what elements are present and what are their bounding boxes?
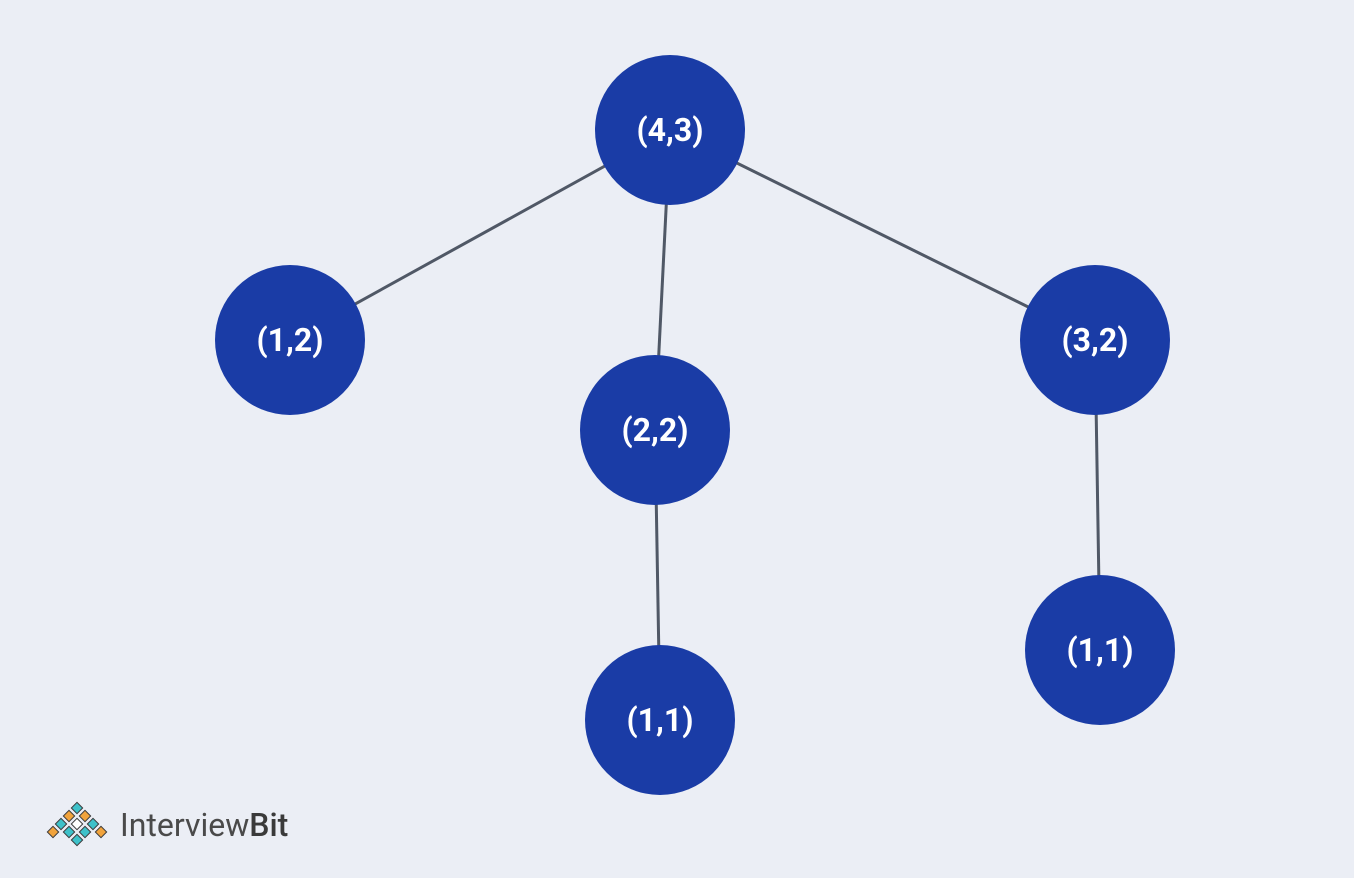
logo-diamond: [95, 826, 106, 837]
tree-node: (3,2): [1020, 265, 1170, 415]
logo-diamond: [79, 810, 90, 821]
tree-node: (4,3): [595, 55, 745, 205]
logo-diamond: [71, 818, 82, 829]
tree-diagram: (4,3) (1,2) (2,2) (3,2) (1,1) (1,1): [0, 0, 1354, 878]
logo-diamond: [63, 810, 74, 821]
tree-node: (2,2): [580, 355, 730, 505]
logo-text: InterviewBit: [120, 806, 288, 844]
logo-text-suffix: Bit: [249, 806, 288, 844]
brand-logo: InterviewBit: [42, 800, 288, 850]
tree-node-label: (1,1): [1066, 631, 1133, 669]
tree-node-label: (3,2): [1061, 321, 1128, 359]
logo-diamond: [87, 818, 98, 829]
logo-icon: [42, 800, 112, 850]
logo-diamond: [55, 818, 66, 829]
tree-node-label: (1,1): [626, 701, 693, 739]
logo-diamond: [47, 826, 58, 837]
logo-diamond: [71, 802, 82, 813]
logo-diamond: [71, 834, 82, 845]
tree-node-label: (1,2): [256, 321, 323, 359]
tree-node-label: (4,3): [636, 111, 703, 149]
logo-text-prefix: Interview: [120, 806, 249, 844]
tree-node-label: (2,2): [621, 411, 688, 449]
logo-diamond: [79, 826, 90, 837]
logo-diamond: [63, 826, 74, 837]
tree-node: (1,1): [585, 645, 735, 795]
tree-node: (1,2): [215, 265, 365, 415]
tree-node: (1,1): [1025, 575, 1175, 725]
